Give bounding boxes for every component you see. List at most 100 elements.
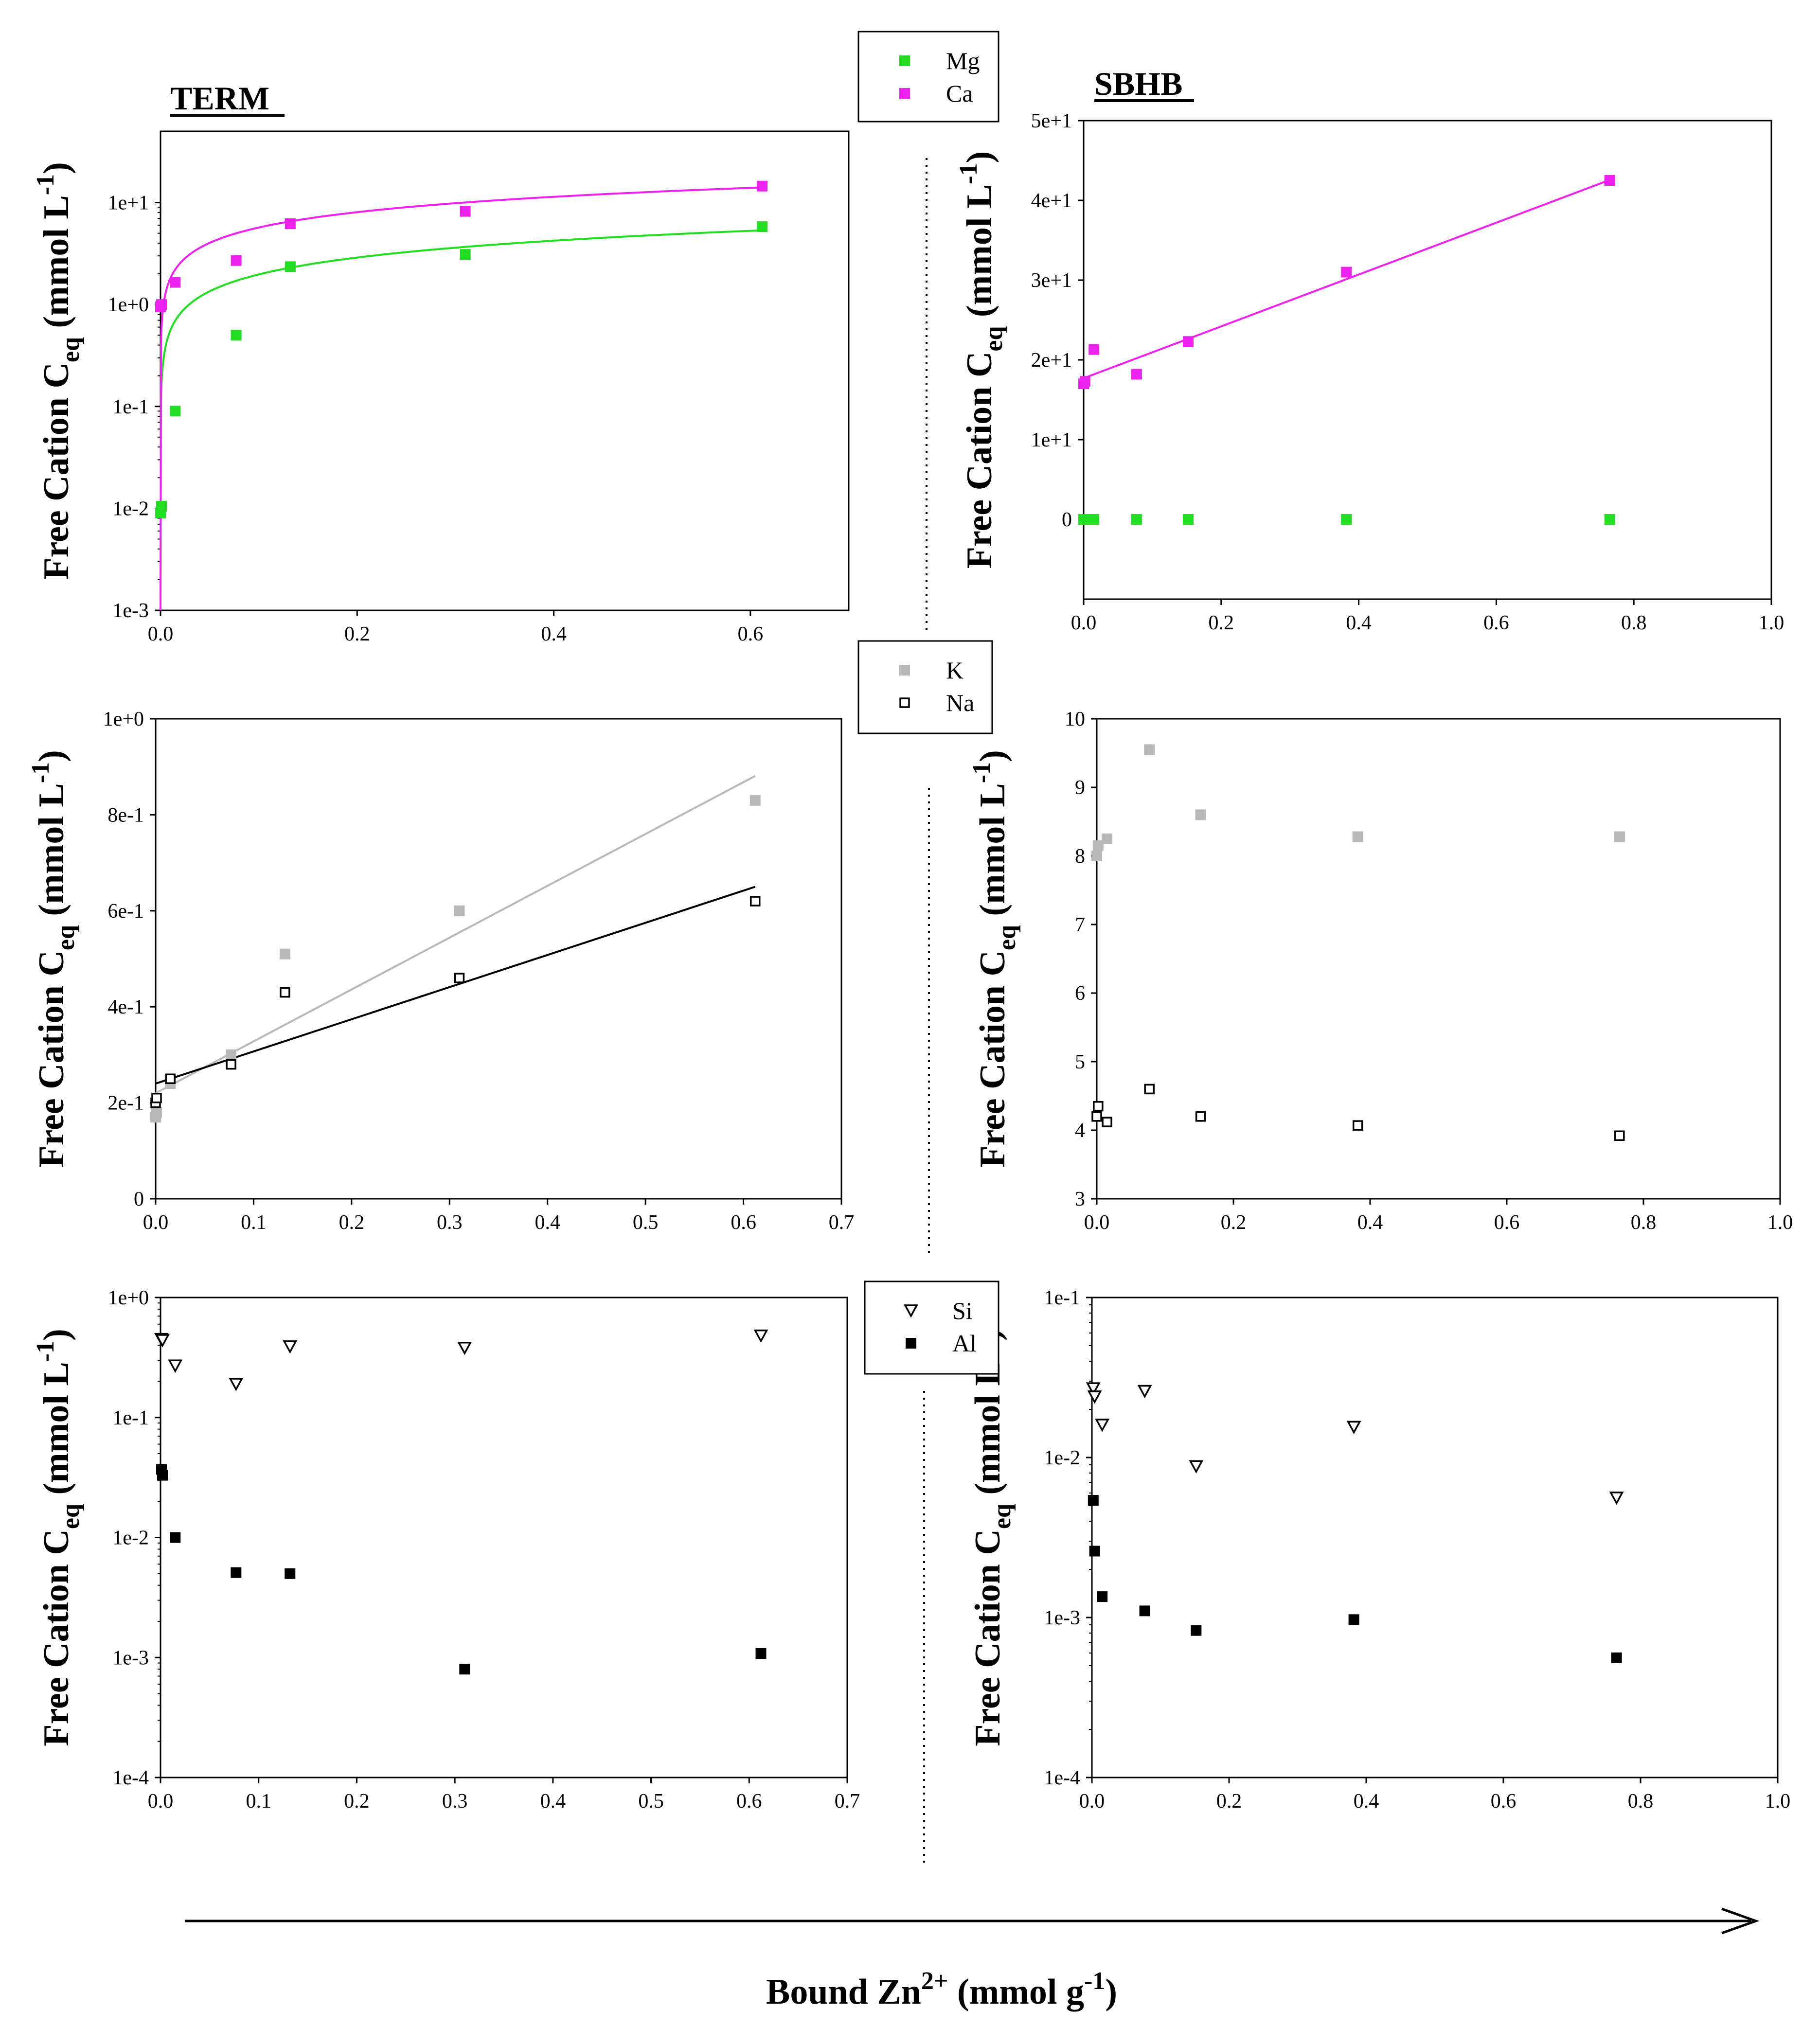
x-axis-unit-superscript: -1: [1084, 1967, 1105, 1995]
fit-line-ca: [160, 186, 763, 611]
data-point-na: [151, 1092, 162, 1103]
data-point-al: [157, 1470, 168, 1481]
y-tick-label: 1e-1: [112, 396, 149, 418]
data-point-si: [229, 1378, 244, 1391]
x-tick-label: 0.8: [1628, 1790, 1654, 1813]
y-tick-label: 2e+1: [1031, 349, 1072, 372]
legend-label-ca: Ca: [946, 80, 973, 107]
data-point-ca: [1341, 267, 1352, 278]
x-tick-label: 0.5: [633, 1211, 659, 1234]
data-point-na: [749, 896, 761, 907]
data-point-na: [280, 987, 290, 998]
data-point-si: [1609, 1492, 1624, 1505]
x-tick-label: 0.4: [535, 1211, 560, 1234]
legend-label-si: Si: [952, 1297, 973, 1324]
x-tick-label: 0.1: [241, 1211, 267, 1234]
data-point-al: [1097, 1591, 1108, 1602]
data-point-k: [1091, 851, 1102, 861]
data-point-mg: [1088, 514, 1100, 525]
y-tick-label: 6e-1: [107, 900, 144, 923]
y-tick-label: 1e+0: [108, 294, 149, 316]
data-point-si: [1346, 1421, 1361, 1435]
legend-label-mg: Mg: [946, 47, 980, 74]
data-point-mg: [1131, 514, 1142, 525]
data-point-na: [1352, 1120, 1363, 1131]
legend-label-k: K: [946, 657, 964, 684]
data-point-si: [168, 1359, 183, 1373]
x-tick-label: 0.6: [736, 1790, 762, 1813]
x-tick-label: 0.4: [541, 623, 567, 645]
y-tick-label: 4e+1: [1031, 190, 1072, 212]
data-point-ca: [1182, 336, 1194, 347]
legend-marker-al: [906, 1338, 916, 1349]
data-point-k: [1614, 831, 1625, 842]
y-tick-label: 5e+1: [1031, 110, 1072, 132]
y-tick-label: 1e+1: [108, 192, 149, 214]
data-point-na: [1091, 1111, 1102, 1122]
y-tick-label: 1e-2: [1044, 1447, 1080, 1469]
x-tick-label: 0.0: [1084, 1211, 1110, 1234]
y-tick-label: 1e+0: [103, 708, 144, 730]
data-point-ca: [1604, 175, 1615, 186]
legend-marker-si: [904, 1304, 918, 1318]
data-point-ca: [460, 206, 471, 217]
x-tick-label: 0.6: [1491, 1790, 1517, 1813]
x-tick-label: 0.7: [829, 1211, 855, 1234]
data-point-ca: [156, 299, 167, 310]
y-tick-label: 5: [1075, 1051, 1085, 1073]
y-axis-label: Free Cation Ceq (mmol L-1): [963, 1329, 1016, 1746]
data-point-na: [226, 1059, 236, 1070]
legend-marker-k: [899, 665, 910, 676]
legend-si-al: Si Al: [864, 1280, 999, 1375]
data-point-ca: [1131, 369, 1142, 380]
plot-frame: [1083, 120, 1772, 600]
data-point-si: [1095, 1419, 1110, 1432]
y-tick-label: 9: [1075, 777, 1085, 799]
data-point-mg: [170, 406, 181, 417]
y-tick-label: 1e+0: [108, 1287, 149, 1309]
fit-line-k: [155, 775, 756, 1094]
legend-frame: [857, 640, 993, 734]
x-tick-label: 0.4: [540, 1790, 566, 1813]
y-tick-label: 1e-3: [112, 600, 149, 622]
x-tick-label: 0.3: [437, 1211, 463, 1234]
x-tick-label: 0.6: [738, 623, 764, 645]
panel-term-k-na: 0 2e-1 4e-1 6e-1 8e-1 1e+0 0.0 0.1 0.2 0.3 0.4 0.5 0…: [27, 708, 854, 1234]
data-point-mg: [231, 330, 242, 341]
x-tick-label: 0.2: [1221, 1211, 1247, 1234]
y-tick-label: 0: [134, 1188, 144, 1210]
y-tick-label: 1e-2: [112, 1527, 149, 1549]
y-axis-label: Free Cation Ceq (mmol L-1): [968, 750, 1021, 1167]
x-tick-label: 0.0: [1071, 612, 1097, 634]
data-point-si: [1086, 1382, 1101, 1396]
data-point-si: [1087, 1390, 1102, 1404]
plot-frame: [155, 718, 842, 1200]
plot-frame: [160, 130, 850, 611]
panel-sbhb-si-al: 1e-4 1e-3 1e-2 1e-1 0.0 0.2 0.4 0.6 0.8 1.0 Free C…: [963, 1287, 1790, 1813]
legend-marker-ca: [899, 88, 910, 99]
data-point-k: [749, 795, 761, 806]
data-point-al: [459, 1664, 470, 1675]
data-point-al: [170, 1532, 181, 1543]
data-point-al: [1611, 1652, 1622, 1663]
plot-frame: [1091, 1297, 1779, 1778]
x-tick-label: 0.4: [1357, 1211, 1383, 1234]
panel-sbhb-k-na: 3 4 5 6 7 8 9 10 0.0 0.2 0.4 0.6 0.8 1.0 Free Cation C…: [968, 708, 1793, 1234]
y-tick-label: 1e+1: [1031, 429, 1072, 451]
y-tick-label: 1e-1: [1044, 1287, 1080, 1309]
data-point-ca: [285, 218, 296, 230]
data-point-k: [454, 905, 465, 916]
y-tick-label: 10: [1065, 708, 1085, 730]
y-tick-label: 1e-1: [112, 1407, 149, 1429]
data-point-si: [457, 1341, 472, 1355]
data-point-si: [753, 1329, 768, 1343]
x-tick-label: 0.6: [1483, 612, 1509, 634]
y-tick-label: 3e+1: [1031, 269, 1072, 292]
data-point-al: [1191, 1625, 1202, 1636]
x-tick-label: 0.4: [1346, 612, 1372, 634]
x-tick-label: 0.0: [148, 623, 174, 645]
x-tick-label: 0.2: [344, 1790, 370, 1813]
x-tick-label: 0.2: [1209, 612, 1234, 634]
data-point-al: [1348, 1614, 1359, 1625]
